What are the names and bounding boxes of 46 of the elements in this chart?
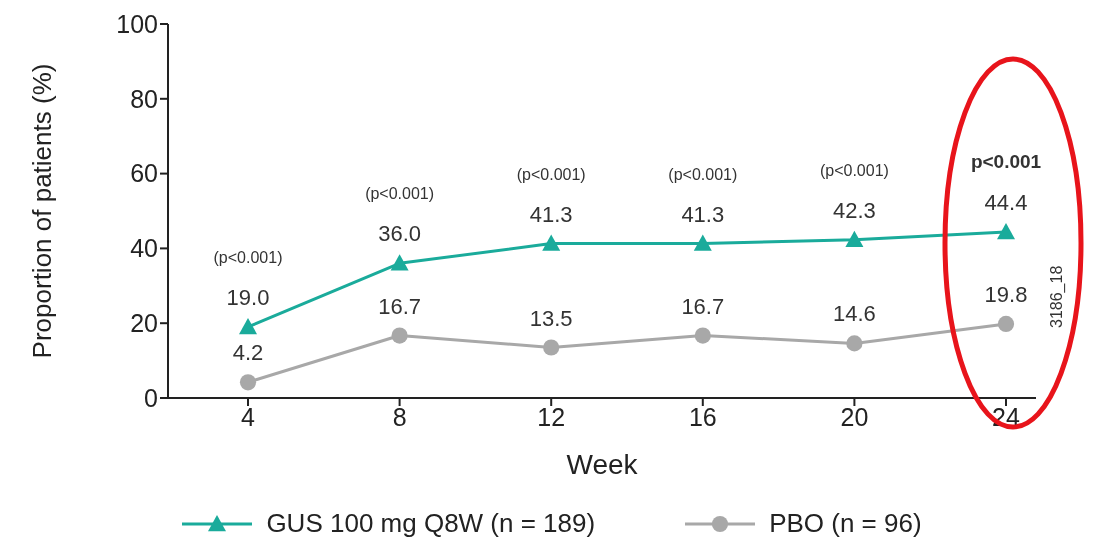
point	[997, 222, 1015, 240]
data-label: 19.8	[984, 281, 1028, 307]
annotation: (p<0.001)	[819, 161, 889, 179]
legend-label: GUS 100 mg Q8W (n = 189)	[266, 508, 596, 539]
annotation: (p<0.001)	[516, 165, 586, 183]
data-label: 36.0	[378, 221, 422, 247]
annotation: (p<0.001)	[668, 165, 738, 183]
data-label: 42.3	[832, 197, 876, 223]
data-label: 16.7	[681, 293, 725, 319]
y-tick-label: 80	[130, 84, 158, 113]
point	[693, 234, 712, 251]
y-tick-label: 20	[130, 309, 158, 338]
legend-label: PBO (n = 96)	[769, 508, 922, 539]
data-label: 41.3	[681, 201, 725, 227]
y-tick-label: 0	[144, 383, 158, 412]
point	[390, 254, 409, 271]
data-label: 19.0	[226, 284, 270, 310]
data-label: 14.6	[832, 301, 876, 327]
point	[846, 335, 863, 352]
annotation: p<0.001	[970, 150, 1042, 172]
data-label: 13.5	[529, 305, 573, 331]
point	[542, 234, 561, 251]
x-tick-label: 8	[392, 402, 407, 431]
point	[239, 374, 257, 391]
x-tick-label: 16	[688, 402, 717, 431]
text: 3186_18	[1048, 265, 1066, 328]
point	[997, 315, 1015, 333]
y-axis-title: Proportion of patients (%)	[27, 63, 58, 359]
point	[391, 327, 408, 344]
x-axis-title: Week	[566, 449, 639, 480]
point	[694, 327, 711, 344]
point	[845, 230, 864, 247]
y-tick-label: 100	[116, 9, 158, 38]
annotation: (p<0.001)	[213, 248, 283, 266]
x-tick-label: 4	[241, 402, 256, 431]
data-label: 44.4	[984, 189, 1028, 215]
data-label: 41.3	[529, 201, 573, 227]
y-tick-label: 40	[130, 234, 158, 263]
annotation: (p<0.001)	[365, 185, 435, 203]
point	[239, 317, 257, 335]
x-tick-label: 12	[537, 402, 566, 431]
x-tick-label: 20	[840, 402, 869, 431]
data-label: 16.7	[378, 293, 422, 319]
point	[543, 339, 560, 356]
data-label: 4.2	[232, 340, 264, 366]
y-tick-label: 60	[130, 159, 158, 188]
